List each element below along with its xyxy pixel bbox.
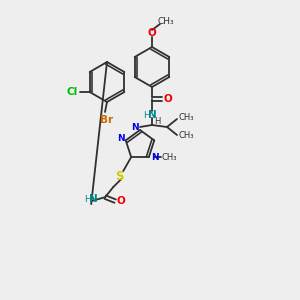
Text: H: H [142, 110, 149, 119]
Text: CH₃: CH₃ [178, 113, 194, 122]
Text: N: N [148, 110, 156, 120]
Text: N: N [151, 153, 159, 162]
Text: CH₃: CH₃ [161, 153, 177, 162]
Text: S: S [115, 169, 123, 183]
Text: O: O [148, 28, 156, 38]
Text: N: N [89, 194, 98, 204]
Text: CH₃: CH₃ [178, 131, 194, 140]
Text: O: O [117, 196, 126, 206]
Text: O: O [164, 94, 172, 104]
Text: N: N [117, 134, 124, 143]
Text: Br: Br [100, 115, 114, 125]
Text: Cl: Cl [66, 87, 77, 97]
Text: CH₃: CH₃ [158, 17, 174, 26]
Text: H: H [154, 118, 160, 127]
Text: N: N [131, 124, 139, 133]
Text: H: H [84, 195, 91, 204]
